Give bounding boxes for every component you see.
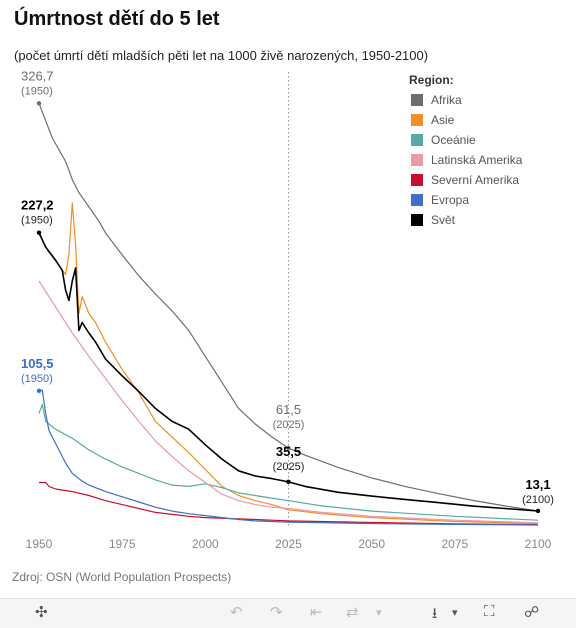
legend-swatch [411, 194, 423, 206]
annotation-value: 227,2 [21, 198, 54, 213]
annotation-point [286, 479, 291, 485]
legend-swatch [411, 174, 423, 186]
x-tick-label: 1975 [109, 537, 136, 551]
annotation-year: (1950) [21, 215, 53, 227]
legend-swatch [411, 94, 423, 106]
annotation-point [36, 388, 42, 394]
x-tick-label: 1950 [26, 537, 53, 551]
x-tick-label: 2100 [525, 537, 552, 551]
chart-subtitle: (počet úmrtí dětí mladších pěti let na 1… [14, 48, 429, 63]
annotation-value: 13,1 [525, 477, 550, 492]
chart-title: Úmrtnost dětí do 5 let [14, 8, 220, 30]
legend-swatch [411, 154, 423, 166]
revert-icon[interactable]: ⇤ [310, 604, 323, 621]
legend-label: Latinská Amerika [431, 153, 523, 167]
legend-swatch [411, 114, 423, 126]
download-icon[interactable]: ⭳ [432, 605, 438, 622]
source-note: Zdroj: OSN (World Population Prospects) [12, 570, 232, 584]
legend-label: Evropa [431, 193, 469, 207]
annotation-value: 105,5 [21, 356, 54, 371]
annotation-value: 326,7 [21, 68, 54, 83]
annotation-point [286, 445, 291, 451]
download-dropdown-icon[interactable]: ▾ [452, 607, 458, 619]
legend-swatch [411, 214, 423, 226]
legend-label: Asie [431, 113, 455, 127]
series-line-0 [38, 103, 539, 512]
x-tick-label: 2050 [358, 537, 385, 551]
share-icon[interactable]: ☍ [524, 604, 540, 621]
annotation-year: (1950) [21, 85, 53, 97]
x-tick-label: 2000 [192, 537, 219, 551]
annotation-value: 35,5 [276, 444, 301, 459]
series-line-3 [38, 280, 539, 524]
annotation-point [535, 508, 541, 514]
series-line-5 [38, 389, 539, 526]
legend-label: Afrika [431, 93, 462, 107]
x-tick-label: 2075 [441, 537, 468, 551]
undo-icon[interactable]: ↶ [230, 604, 243, 621]
x-tick-label: 2025 [275, 537, 302, 551]
move-icon[interactable]: ✣ [35, 604, 48, 621]
series-line-4 [39, 481, 539, 526]
annotation-point [36, 101, 42, 106]
series-line-1 [38, 202, 539, 525]
annotation-year: (2025) [273, 461, 305, 473]
legend-label: Svět [431, 213, 456, 227]
annotation-year: (2100) [522, 494, 554, 506]
line-chart: 1950 1975 2000 2025 2050 2075 2100 326,7 (1950) 2… [21, 68, 554, 551]
viz-toolbar: ✣ ↶ ↷ ⇤ ⇄ ▾ ⭳ ▾ ⛶ ☍ [0, 598, 576, 628]
annotation-value: 61,5 [276, 402, 301, 417]
refresh-icon[interactable]: ⇄ [346, 604, 359, 621]
annotation-point [36, 230, 42, 235]
annotation-year: (1950) [21, 373, 53, 385]
legend-label: Severní Amerika [431, 173, 519, 187]
redo-icon[interactable]: ↷ [270, 604, 283, 621]
legend-label: Oceánie [431, 133, 476, 147]
legend-title: Region: [409, 73, 454, 87]
refresh-dropdown-icon[interactable]: ▾ [376, 607, 382, 619]
series-line-6 [38, 232, 539, 512]
annotation-year: (2025) [273, 419, 305, 431]
legend-swatch [411, 134, 423, 146]
fullscreen-icon[interactable]: ⛶ [484, 603, 495, 620]
series-line-2 [38, 403, 539, 521]
